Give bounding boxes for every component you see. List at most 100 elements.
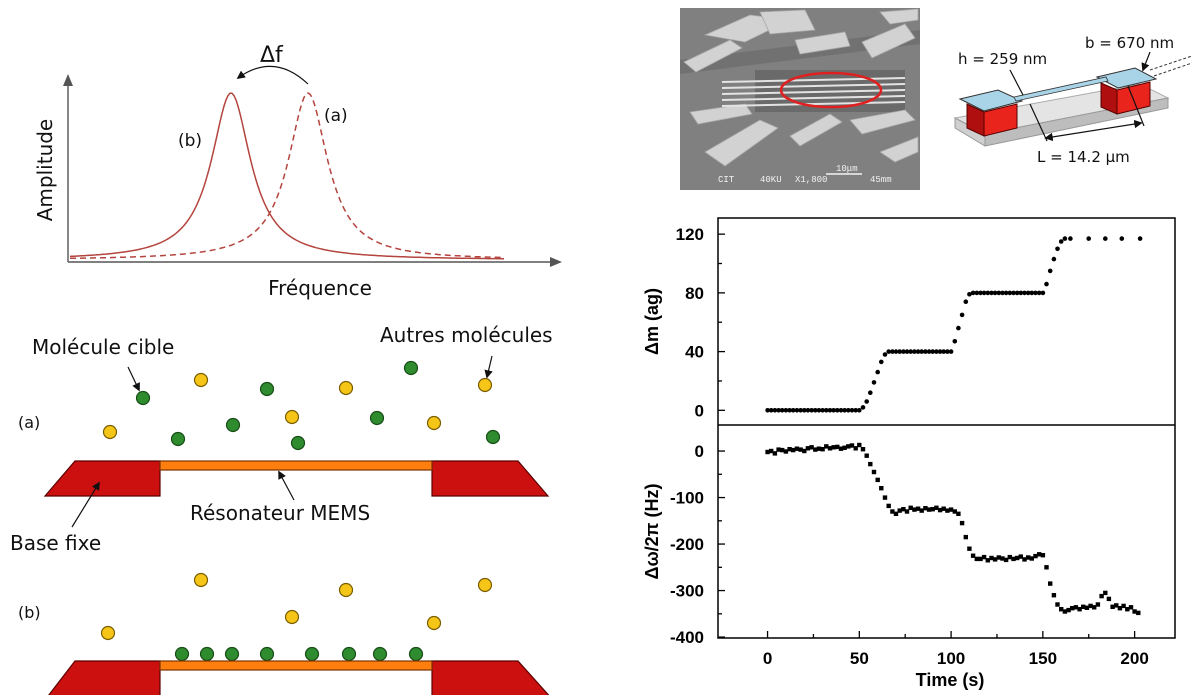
data-point (1000, 556, 1005, 561)
data-point (934, 349, 939, 354)
data-point (959, 520, 965, 526)
x-axis-label: Time (s) (916, 670, 985, 690)
data-point (978, 290, 983, 296)
data-point (1117, 606, 1123, 611)
data-point (779, 408, 785, 413)
x-tick-label: 150 (1029, 649, 1057, 668)
data-point (1033, 290, 1038, 296)
data-point (853, 446, 858, 451)
data-point (791, 447, 796, 453)
data-point (1062, 609, 1068, 614)
sem-beam (721, 83, 906, 89)
frequency-shift-arrow-icon (236, 65, 309, 85)
other-molecule (426, 415, 442, 431)
data-point (802, 408, 807, 413)
data-point (945, 349, 950, 354)
data-point (798, 447, 803, 452)
adsorbed-target-molecule (341, 646, 357, 662)
target-molecule (290, 435, 306, 451)
data-point (776, 408, 781, 413)
data-point (1095, 602, 1101, 607)
data-point (1018, 290, 1024, 296)
y-tick-label: -400 (670, 628, 704, 647)
data-point (853, 408, 858, 413)
data-point (846, 408, 851, 413)
length-extension-line (1029, 103, 1048, 142)
x-tick-label: 200 (1120, 649, 1148, 668)
data-point (831, 408, 836, 413)
data-point (1121, 603, 1126, 609)
data-point (919, 508, 924, 513)
data-point (1066, 607, 1071, 613)
data-point (959, 312, 965, 318)
data-point (970, 290, 976, 296)
data-point (1003, 290, 1009, 296)
data-point (937, 349, 943, 354)
data-point (1119, 236, 1125, 241)
sem-beam (721, 101, 906, 107)
sem-beam (721, 77, 906, 83)
data-point (765, 449, 770, 455)
state-b-label: (b) (18, 603, 41, 622)
sensor-schematic: Molécule cible Autres molécules (a) Réso… (10, 323, 553, 695)
data-point (893, 511, 899, 516)
data-point (1007, 554, 1012, 560)
data-point (1068, 236, 1073, 241)
left-anchor-cap (958, 89, 1024, 112)
data-point (956, 511, 961, 516)
data-point (919, 349, 924, 354)
data-point (882, 352, 888, 357)
data-point (985, 290, 991, 296)
data-point (824, 408, 829, 413)
data-point (1033, 553, 1038, 559)
state-a-label: (a) (18, 413, 40, 432)
data-point (827, 446, 833, 451)
cantilever-beam (1013, 76, 1109, 102)
data-point (1058, 239, 1064, 244)
device-schematic: h = 259 nm b = 670 nm L = 14.2 μm (953, 34, 1192, 166)
data-point (769, 448, 774, 454)
data-point (1022, 557, 1027, 562)
width-extension-line (1153, 62, 1192, 77)
data-point (978, 556, 983, 562)
target-pointer-arrow-icon (127, 366, 140, 392)
adsorbed-target-molecule (174, 646, 190, 662)
other-molecule (284, 409, 300, 425)
scale-bar-label: 10μm (836, 164, 858, 174)
data-point (794, 408, 800, 413)
other-molecule (193, 372, 209, 388)
data-point (1128, 605, 1134, 610)
sem-beam (721, 89, 906, 95)
data-point (1048, 581, 1053, 586)
x-tick-label: 0 (763, 649, 772, 668)
sem-electrode (789, 113, 843, 147)
data-point (882, 495, 888, 500)
data-point (776, 447, 781, 452)
data-point (974, 556, 979, 562)
data-point (849, 408, 855, 413)
data-point (989, 290, 994, 296)
resonator-label: Résonateur MEMS (190, 501, 370, 525)
chart-frame (717, 217, 1176, 639)
data-point (1099, 593, 1104, 599)
target-molecule (259, 381, 275, 397)
data-point (1051, 256, 1057, 262)
data-point (787, 447, 792, 452)
data-point (948, 349, 954, 354)
data-point (842, 408, 847, 413)
data-point (897, 349, 902, 354)
curve-a-label: (a) (324, 106, 348, 126)
data-point (768, 408, 774, 413)
frequency-axis-arrow-icon (550, 257, 562, 267)
data-point (871, 469, 877, 475)
data-point (981, 554, 987, 560)
state-b-molecules (100, 572, 493, 662)
data-point (1037, 552, 1042, 557)
y-tick-label: 80 (685, 284, 704, 303)
data-point (1025, 290, 1031, 296)
data-point (904, 349, 910, 354)
data-point (923, 349, 928, 354)
data-point (974, 290, 980, 296)
data-point (908, 505, 913, 510)
data-point (875, 369, 880, 375)
